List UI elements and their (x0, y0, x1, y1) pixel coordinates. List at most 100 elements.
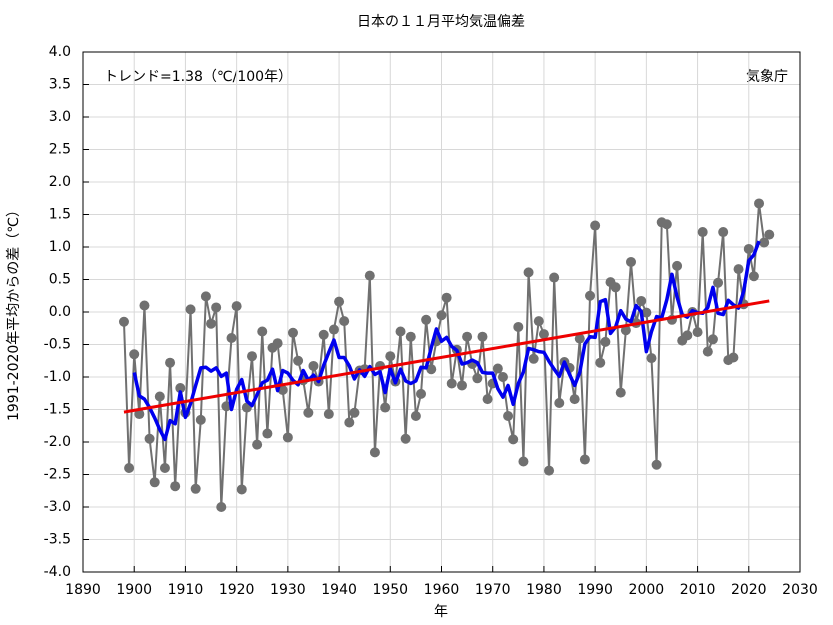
data-point (303, 407, 314, 418)
data-point (497, 372, 508, 382)
y-tick-label: 0.0 (49, 304, 71, 320)
source-annotation: 気象庁 (746, 69, 788, 85)
data-point (165, 357, 176, 368)
x-tick-label: 1960 (424, 582, 460, 598)
x-tick-label: 1990 (577, 582, 613, 598)
data-point (692, 327, 703, 338)
data-point (518, 456, 529, 467)
data-point (328, 324, 339, 335)
plot-frame (82, 51, 801, 573)
data-point (416, 388, 427, 399)
data-point (344, 417, 355, 428)
data-point (549, 272, 560, 283)
x-tick-label: 2030 (782, 582, 818, 598)
x-tick-label: 2010 (680, 582, 716, 598)
data-point (462, 331, 473, 342)
data-point (159, 463, 170, 473)
y-tick-label: -2.5 (44, 467, 71, 483)
data-point (385, 351, 396, 362)
data-point (713, 277, 724, 288)
data-point (277, 385, 288, 395)
data-point (508, 434, 519, 445)
data-point (569, 394, 580, 405)
data-point (538, 329, 549, 340)
data-point (625, 256, 636, 267)
data-point (149, 477, 160, 488)
x-tick-label: 1890 (65, 582, 101, 598)
data-point (718, 227, 729, 238)
data-point (287, 327, 298, 338)
data-point (754, 198, 765, 209)
data-point (426, 364, 437, 375)
data-point (154, 391, 165, 402)
data-point (118, 316, 129, 327)
data-point (400, 433, 411, 444)
x-tick-label: 1980 (526, 582, 562, 598)
data-point (380, 402, 391, 413)
data-point (293, 355, 304, 366)
data-point (615, 387, 626, 398)
data-point (395, 326, 406, 337)
x-tick-label: 1910 (168, 582, 204, 598)
chart-title: 日本の１１月平均気温偏差 (357, 14, 525, 30)
y-tick-label: -0.5 (44, 337, 71, 353)
data-point (743, 243, 754, 254)
data-point (554, 398, 565, 408)
data-point (456, 380, 467, 391)
data-point (585, 290, 596, 301)
data-point (472, 373, 483, 384)
data-point (651, 459, 662, 470)
x-tick-label: 1900 (116, 582, 152, 598)
data-point (308, 360, 319, 371)
x-tick-label: 1920 (219, 582, 255, 598)
data-point (334, 296, 345, 307)
y-tick-label: 3.5 (49, 77, 71, 93)
data-point (544, 465, 555, 476)
data-point (503, 411, 514, 421)
trend-annotation: トレンド=1.38（℃/100年） (104, 69, 292, 85)
data-point (410, 411, 421, 421)
data-point (421, 314, 432, 325)
data-point (697, 227, 708, 238)
data-point (221, 401, 232, 412)
data-point (247, 351, 258, 362)
y-tick-label: -1.5 (44, 402, 71, 418)
data-point (231, 301, 242, 312)
y-tick-label: -2.0 (44, 434, 71, 450)
y-tick-label: 3.0 (49, 109, 71, 125)
data-point (636, 295, 647, 306)
data-point (482, 394, 493, 405)
data-point (579, 454, 590, 465)
y-tick-label: 4.0 (49, 44, 71, 60)
x-tick-label: 2020 (731, 582, 767, 598)
y-tick-label: -3.0 (44, 499, 71, 515)
data-point (195, 414, 206, 425)
data-point (641, 307, 652, 318)
data-point (441, 292, 452, 303)
data-point (759, 237, 770, 248)
data-point (364, 270, 375, 281)
data-point (349, 407, 360, 418)
data-point (610, 282, 621, 293)
y-axis-label: 1991-2020年平均からの差（℃） (6, 203, 22, 421)
x-tick-label: 2000 (629, 582, 665, 598)
data-point (682, 330, 693, 341)
data-point (211, 302, 222, 313)
data-point (702, 346, 713, 357)
data-point (190, 483, 201, 494)
y-tick-label: -1.0 (44, 369, 71, 385)
y-tick-label: 2.5 (49, 142, 71, 158)
data-point (733, 264, 744, 275)
data-point (590, 220, 601, 231)
data-point (436, 310, 447, 321)
data-point (200, 291, 211, 302)
y-tick-label: 0.5 (49, 272, 71, 288)
data-point (185, 304, 196, 315)
data-point (257, 326, 268, 337)
data-point (323, 409, 334, 420)
x-axis-label: 年 (434, 604, 448, 620)
data-point (764, 229, 775, 240)
data-point (318, 329, 329, 340)
